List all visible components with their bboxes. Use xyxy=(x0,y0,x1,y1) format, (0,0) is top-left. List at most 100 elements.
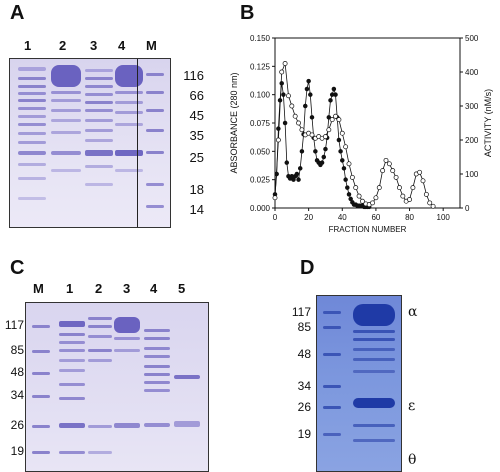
marker-label: 14 xyxy=(189,202,204,217)
activity-point xyxy=(386,161,392,167)
marker-lane xyxy=(32,303,50,471)
activity-point xyxy=(420,178,426,184)
marker-label: 117 xyxy=(4,318,24,332)
absorbance-point xyxy=(338,149,343,154)
greek-label-theta: θ xyxy=(408,452,417,468)
absorbance-point xyxy=(331,86,337,92)
absorbance-point xyxy=(304,86,310,92)
absorbance-point xyxy=(284,160,290,165)
marker-label: 85 xyxy=(10,343,24,357)
activity-point xyxy=(279,69,285,75)
gel-a xyxy=(9,58,171,228)
activity-point xyxy=(373,195,379,201)
x-tick-label: 40 xyxy=(338,213,347,222)
absorbance-point xyxy=(299,149,305,154)
sample-lane xyxy=(353,296,395,471)
y2-tick-label: 300 xyxy=(465,102,479,111)
lane-label: 3 xyxy=(90,38,98,53)
greek-label-alpha: α xyxy=(408,304,418,320)
y2-tick-label: 200 xyxy=(465,136,479,145)
lane-label: 2 xyxy=(95,281,103,296)
x-tick-label: 60 xyxy=(371,213,380,222)
activity-point xyxy=(343,144,349,150)
y-tick-label: 0.000 xyxy=(250,204,271,213)
absorbance-point xyxy=(306,78,311,84)
marker-label: 26 xyxy=(297,400,311,414)
activity-point xyxy=(380,168,386,174)
absorbance-point xyxy=(326,115,332,120)
plot-frame xyxy=(274,37,461,209)
activity-point xyxy=(309,132,315,138)
activity-point xyxy=(383,157,389,163)
activity-point xyxy=(390,168,396,174)
marker-label: 48 xyxy=(297,347,311,361)
absorbance-point xyxy=(336,137,342,143)
activity-point xyxy=(296,120,301,126)
marker-label: 19 xyxy=(297,427,311,441)
activity-point xyxy=(339,130,345,136)
panel-letter-b: B xyxy=(240,2,255,24)
absorbance-point xyxy=(321,154,327,160)
gel-lane xyxy=(59,303,85,471)
y-tick-label: 0.075 xyxy=(250,119,271,128)
gel-lane xyxy=(144,303,170,471)
marker-label: 116 xyxy=(183,68,204,83)
absorbance-point xyxy=(282,120,288,126)
absorbance-point xyxy=(279,81,284,86)
absorbance-point xyxy=(328,98,333,103)
blot-d xyxy=(316,295,402,472)
absorbance-point xyxy=(319,160,325,165)
activity-point xyxy=(400,193,406,199)
absorbance-point xyxy=(291,177,296,182)
absorbance-point xyxy=(294,171,300,177)
activity-point xyxy=(292,113,298,119)
activity-point xyxy=(430,203,436,209)
greek-label-epsilon: ε xyxy=(408,398,416,414)
absorbance-point xyxy=(346,192,352,197)
lane-label: 1 xyxy=(24,38,32,53)
marker-label: 18 xyxy=(189,182,204,197)
x-tick-label: 80 xyxy=(405,213,414,222)
absorbance-point xyxy=(323,146,328,152)
x-axis-label: FRACTION NUMBER xyxy=(329,225,407,234)
marker-label: 117 xyxy=(291,305,311,319)
activity-point xyxy=(393,174,399,180)
marker-lane xyxy=(146,59,164,227)
gel-lane xyxy=(88,303,112,471)
panel-letter-d: D xyxy=(300,257,315,279)
activity-point xyxy=(410,185,416,191)
absorbance-point xyxy=(276,126,281,131)
absorbance-point xyxy=(313,149,318,154)
marker-label: 25 xyxy=(189,150,204,165)
y2-tick-label: 0 xyxy=(465,204,470,213)
lane-divider xyxy=(137,59,138,227)
lane-label: 1 xyxy=(66,281,74,296)
lane-label: 2 xyxy=(59,38,67,53)
marker-label: 34 xyxy=(10,388,24,402)
marker-label: 34 xyxy=(297,379,311,393)
marker-lane xyxy=(323,296,341,471)
gel-lane xyxy=(174,303,200,471)
y-tick-label: 0.025 xyxy=(250,176,271,185)
absorbance-point xyxy=(340,158,345,163)
gel-lane xyxy=(51,59,81,227)
lane-label: 5 xyxy=(178,281,186,296)
elution-chart: 0.000 0.025 0.050 0.075 0.100 0.125 0.150 0 100 2… xyxy=(229,34,493,234)
absorbance-point xyxy=(309,115,315,120)
marker-label: 26 xyxy=(10,418,24,432)
activity-point xyxy=(336,117,342,123)
absorbance-point xyxy=(303,103,308,109)
x-tick-label: 20 xyxy=(304,213,313,222)
y-tick-label: 0.150 xyxy=(250,34,271,43)
absorbance-point xyxy=(296,177,301,182)
gel-lane xyxy=(18,59,46,227)
lane-label: 4 xyxy=(118,38,126,53)
x-tick-label: 0 xyxy=(273,213,278,222)
y-tick-label: 0.125 xyxy=(250,62,271,71)
gel-lane xyxy=(114,303,140,471)
panel-letter-c: C xyxy=(10,257,25,279)
absorbance-point xyxy=(333,92,338,97)
y2-axis-label: ACTIVITY (nM/s) xyxy=(483,89,493,157)
gel-lane xyxy=(85,59,113,227)
y2-tick-label: 400 xyxy=(465,68,479,77)
